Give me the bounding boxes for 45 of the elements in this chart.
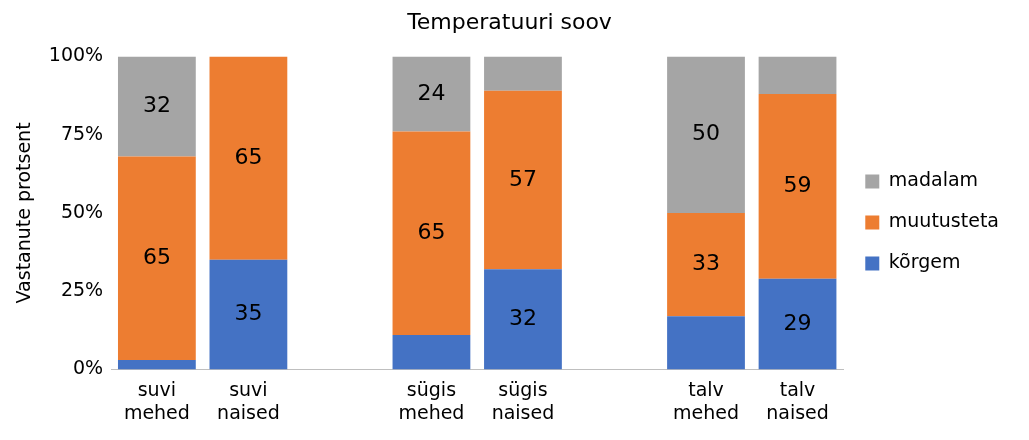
legend-label: madalam — [888, 168, 979, 191]
y-tick-label: 0% — [72, 356, 104, 379]
data-label: 59 — [783, 172, 812, 198]
bar — [667, 212, 745, 317]
x-tick-label: suvi mehed — [123, 377, 190, 423]
x-tick-label: sügis naised — [491, 377, 555, 423]
data-label: 35 — [234, 300, 263, 326]
bar — [758, 93, 837, 279]
bar — [117, 56, 196, 157]
data-label: 32 — [142, 92, 171, 118]
data-label: 33 — [692, 250, 720, 276]
bar — [667, 56, 745, 213]
x-tick-label: talv naised — [766, 377, 829, 423]
data-label: 65 — [234, 143, 263, 169]
legend-label: muutusteta — [888, 209, 999, 232]
y-axis-title: Vastanute protsent — [12, 122, 35, 304]
bar — [392, 56, 471, 132]
bar — [484, 269, 562, 370]
y-tick-label: 100% — [48, 43, 104, 66]
bar — [758, 56, 837, 94]
x-tick-label: suvi naised — [217, 377, 280, 423]
y-tick-label: 50% — [60, 199, 104, 222]
x-tick-label: sügis mehed — [398, 377, 465, 423]
chart-title: Temperatuuri soov — [406, 8, 612, 34]
bar — [209, 56, 288, 260]
bar — [484, 56, 562, 91]
data-label: 65 — [417, 218, 446, 244]
y-tick-label: 75% — [60, 121, 104, 144]
data-label: 29 — [783, 309, 812, 335]
data-label: 50 — [692, 120, 720, 146]
y-tick-label: 25% — [60, 278, 104, 301]
data-label: 65 — [142, 244, 171, 269]
data-label: 32 — [508, 305, 537, 331]
bar — [392, 334, 471, 370]
bar — [392, 131, 471, 335]
x-tick-label: talv mehed — [673, 377, 739, 423]
bar — [758, 278, 837, 370]
bar — [484, 90, 562, 270]
bar — [209, 259, 288, 370]
data-label: 57 — [508, 165, 537, 191]
data-label: 24 — [417, 79, 446, 105]
bar — [667, 316, 745, 370]
bar — [117, 156, 196, 361]
legend-label: kõrgem — [888, 250, 961, 273]
bar — [117, 360, 196, 370]
